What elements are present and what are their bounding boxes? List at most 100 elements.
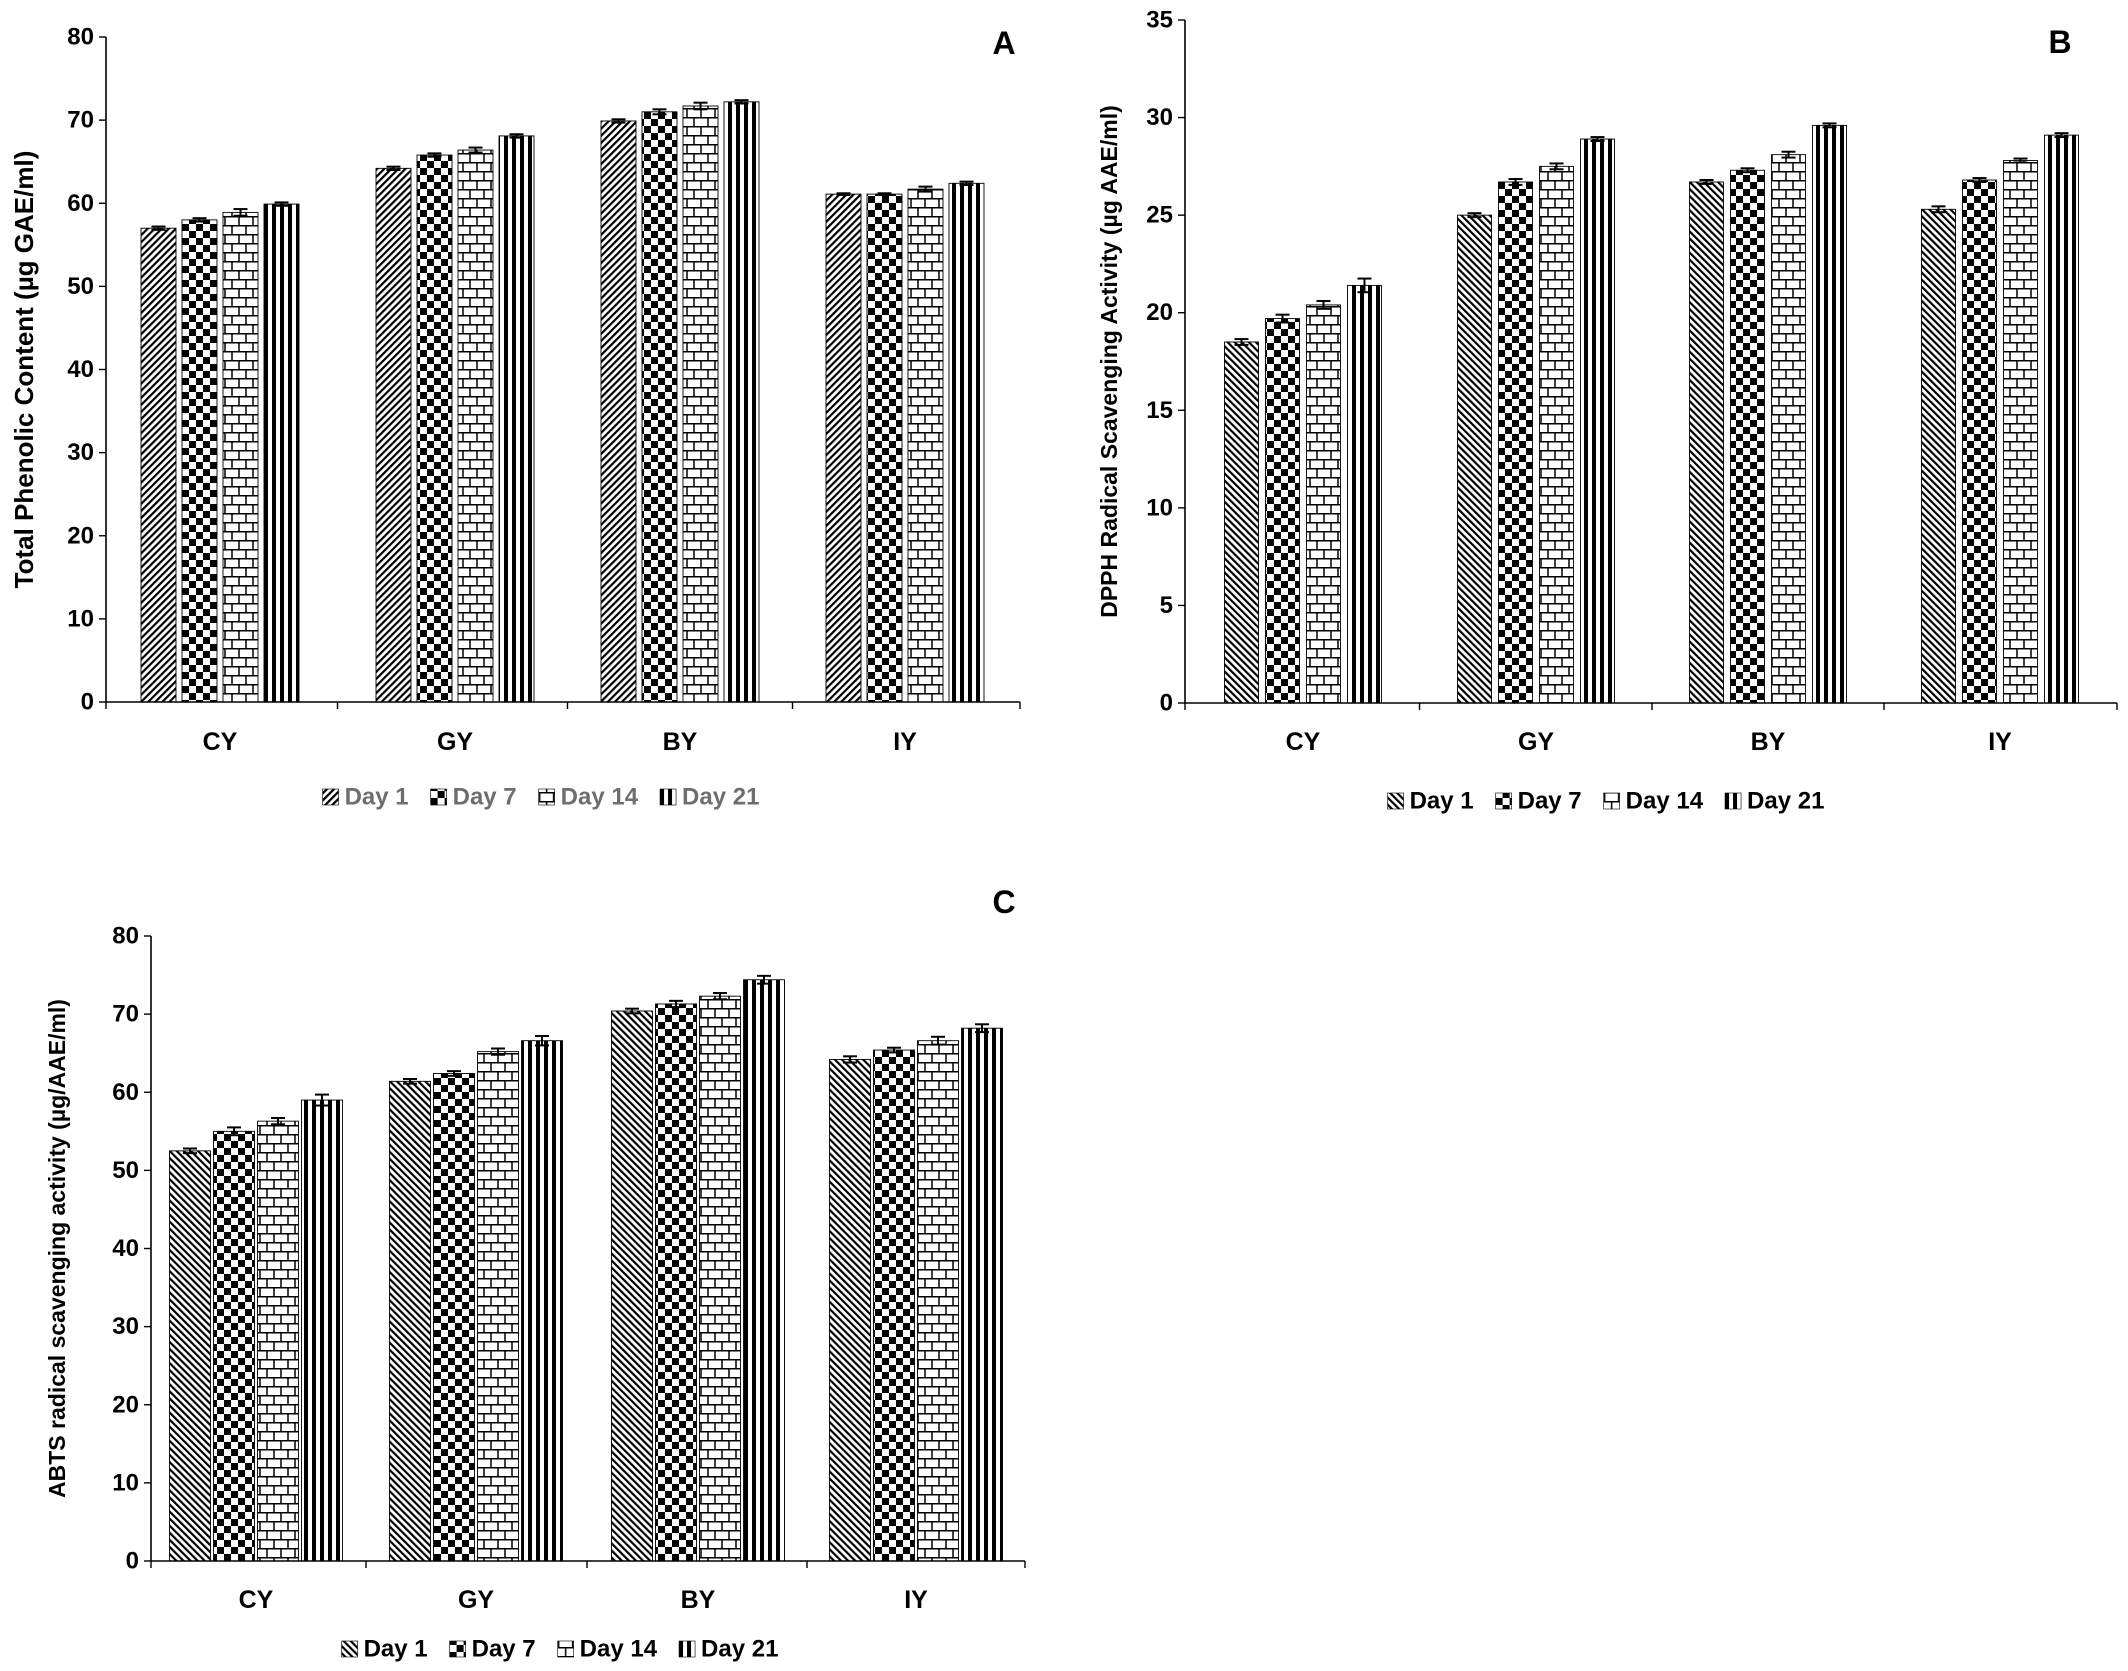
y-tick-label: 50 [112, 1157, 139, 1184]
error-bar-day-21-by [734, 99, 749, 105]
legend-label-day-14: Day 14 [561, 784, 639, 811]
bar-day-14-iy [2003, 160, 2038, 704]
plot-area [169, 974, 1003, 1562]
legend-item-day-21: Day 21 [1724, 788, 1824, 815]
error-bar-day-21-gy [509, 133, 524, 139]
plot-area [1224, 122, 2079, 704]
bar-day-1-cy [169, 1150, 211, 1562]
bar-day-14-by [699, 995, 741, 1562]
bar-day-14-cy [222, 211, 259, 703]
error-bar-day-1-cy [151, 225, 166, 231]
error-bar-day-21-cy [1357, 277, 1372, 294]
x-category-label-gy: GY [1518, 728, 1554, 756]
legend-swatch-day-21 [678, 1640, 696, 1658]
bar-day-21-by [743, 979, 785, 1562]
error-bar-day-1-by [625, 1007, 639, 1015]
legend-label-day-7: Day 7 [453, 784, 517, 811]
y-tick-label: 30 [67, 439, 94, 466]
legend-label-day-7: Day 7 [472, 1636, 536, 1663]
y-tick-label: 30 [112, 1313, 139, 1340]
error-bar-day-1-iy [1931, 205, 1946, 214]
y-tick-label: 5 [1160, 592, 1173, 619]
bar-day-21-iy [2044, 134, 2079, 704]
legend-label-day-21: Day 21 [682, 784, 759, 811]
legend-item-day-21: Day 21 [659, 784, 759, 811]
error-bar-day-21-iy [975, 1023, 989, 1034]
x-category-label-cy: CY [203, 728, 238, 756]
y-tick-label: 20 [112, 1391, 139, 1418]
y-axis-title: ABTS radical scavenging activity (µg/AAE… [44, 999, 70, 1498]
y-tick-label: 25 [1146, 202, 1173, 229]
legend-item-day-7: Day 7 [1495, 788, 1582, 815]
error-bar-day-7-by [1740, 167, 1755, 174]
bar-day-7-iy [1962, 179, 1997, 704]
error-bar-day-7-cy [192, 217, 207, 223]
bar-day-14-iy [907, 188, 944, 703]
legend-swatch-day-14 [1603, 792, 1620, 810]
error-bar-day-7-iy [887, 1046, 901, 1054]
error-bar-day-7-cy [1275, 313, 1290, 324]
legend-swatch-day-21 [1724, 792, 1742, 810]
x-category-label-by: BY [663, 728, 698, 756]
bar-day-1-cy [140, 227, 177, 703]
y-tick-label: 40 [67, 356, 94, 383]
axes: 0 5 10 15 20 25 30 35 CY GY BY IY [1146, 7, 2118, 756]
legend: Day 1 Day 7 Day 14 Day 21 [341, 1636, 778, 1663]
y-tick-label: 20 [67, 522, 94, 549]
y-tick-label: 60 [67, 190, 94, 217]
panel-letter: B [2048, 24, 2071, 60]
panel-letter: A [992, 25, 1015, 61]
y-tick-label: 80 [67, 24, 94, 51]
error-bar-day-21-iy [2054, 132, 2069, 139]
x-category-label-iy: IY [893, 728, 917, 756]
error-bar-day-7-by [652, 108, 667, 116]
panel-letter: C [992, 884, 1015, 920]
error-bar-day-1-by [1699, 179, 1714, 185]
y-tick-label: 40 [112, 1235, 139, 1262]
bar-day-7-by [655, 1003, 697, 1562]
y-tick-label: 30 [1146, 104, 1173, 131]
legend-label-day-14: Day 14 [580, 1636, 658, 1663]
error-bar-day-14-cy [271, 1117, 285, 1126]
error-bar-day-7-gy [447, 1070, 461, 1077]
legend-item-day-1: Day 1 [1387, 788, 1474, 815]
error-bar-day-1-gy [386, 165, 401, 171]
x-category-label-cy: CY [239, 1586, 274, 1614]
bar-day-14-gy [477, 1051, 519, 1562]
bar-day-1-by [611, 1010, 653, 1562]
panel-a: 0 10 20 30 40 50 60 70 80 CY GY BY IY Total Phenolic … [9, 24, 1021, 811]
error-bar-day-21-by [1822, 122, 1837, 129]
error-bar-day-21-by [757, 974, 771, 985]
legend-swatch-day-14 [557, 1640, 574, 1658]
error-bar-day-14-iy [918, 185, 933, 193]
x-category-label-by: BY [1751, 728, 1786, 756]
legend-label-day-14: Day 14 [1626, 788, 1704, 815]
error-bar-day-14-gy [1549, 162, 1564, 171]
y-axis-title: DPPH Radical Scavenging Activity (µg AAE… [1096, 105, 1122, 618]
bar-day-7-gy [1498, 181, 1533, 704]
y-tick-label: 20 [1146, 299, 1173, 326]
bar-day-21-gy [521, 1040, 563, 1562]
bar-day-14-by [1771, 154, 1806, 704]
bar-day-7-by [1730, 169, 1765, 704]
panel-b: 0 5 10 15 20 25 30 35 CY GY BY IY DPPH Radical Scave… [1096, 7, 2118, 815]
error-bar-day-1-iy [843, 1055, 857, 1064]
bar-day-7-iy [866, 193, 903, 703]
error-bar-day-21-gy [1590, 136, 1605, 142]
x-category-label-iy: IY [1988, 728, 2012, 756]
error-bar-day-7-iy [1972, 177, 1987, 183]
legend-label-day-21: Day 21 [1747, 788, 1824, 815]
legend-swatch-day-1 [322, 788, 339, 806]
legend-item-day-1: Day 1 [341, 1636, 428, 1663]
bar-day-7-gy [433, 1073, 475, 1562]
legend-swatch-day-1 [1387, 792, 1404, 810]
bar-day-7-iy [873, 1049, 915, 1562]
error-bar-day-7-gy [427, 152, 442, 158]
error-bar-day-14-cy [233, 208, 248, 217]
bar-day-14-gy [457, 149, 494, 703]
bar-day-1-by [600, 120, 637, 703]
bar-day-14-cy [257, 1120, 299, 1562]
error-bar-day-1-by [611, 118, 626, 124]
bar-day-1-cy [1224, 341, 1259, 704]
